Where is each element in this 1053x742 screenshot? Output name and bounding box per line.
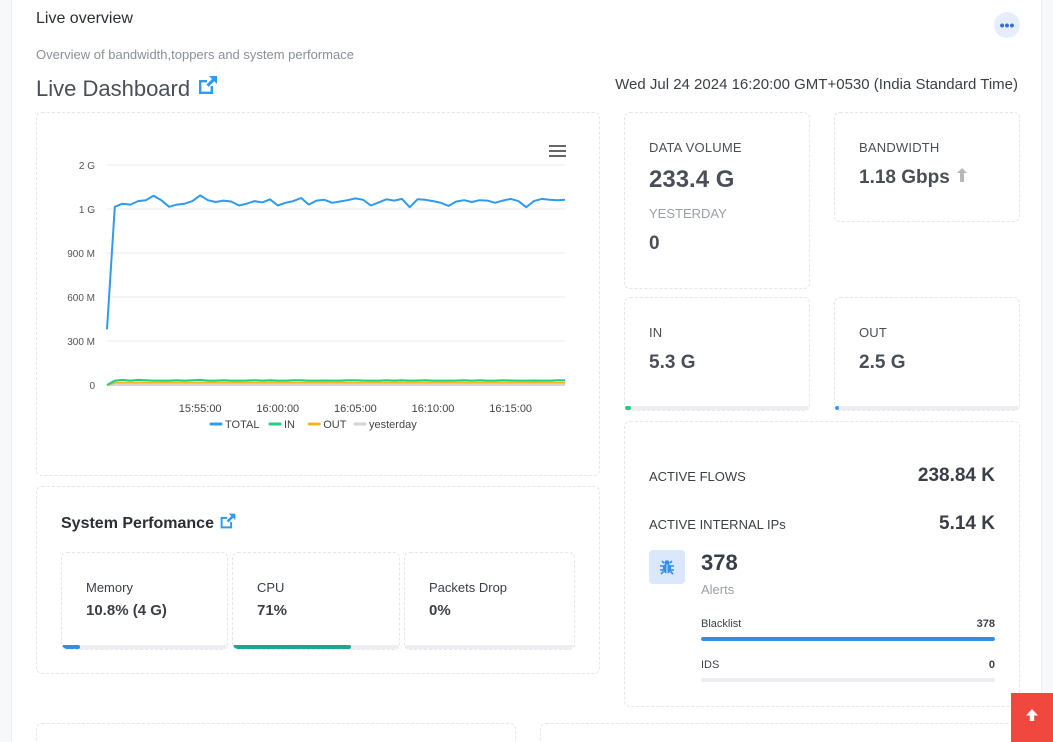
y-tick-label: 900 M <box>67 249 95 260</box>
bandwidth-value-row: 1.18 Gbps <box>859 167 968 189</box>
series-line-out <box>106 381 566 386</box>
memory-card: Memory 10.8% (4 G) <box>61 552 228 650</box>
bandwidth-label: BANDWIDTH <box>859 140 940 155</box>
yesterday-value: 0 <box>649 233 660 254</box>
out-progress-fill <box>835 406 839 410</box>
blacklist-progress-bar <box>701 637 995 641</box>
out-label: OUT <box>859 325 888 340</box>
out-value: 2.5 G <box>859 352 906 373</box>
memory-progress-fill <box>62 645 80 649</box>
ids-value: 0 <box>988 659 995 671</box>
legend-label: OUT <box>323 419 347 431</box>
memory-progress-bar <box>62 645 227 649</box>
in-label: IN <box>649 325 663 340</box>
blacklist-row[interactable]: Blacklist 378 <box>701 618 995 630</box>
ellipsis-icon: ••• <box>999 17 1015 33</box>
alerts-label: Alerts <box>701 582 735 597</box>
y-tick-label: 300 M <box>67 337 95 348</box>
in-progress-fill <box>625 406 632 410</box>
x-tick-label: 16:10:00 <box>412 403 455 415</box>
packets-drop-label: Packets Drop <box>429 580 508 595</box>
x-tick-label: 15:55:00 <box>179 403 222 415</box>
active-flows-label: ACTIVE FLOWS <box>649 469 746 484</box>
cpu-value: 71% <box>257 602 288 619</box>
bandwidth-value: 1.18 Gbps <box>859 167 950 188</box>
internal-ips-value: 5.14 K <box>939 513 995 534</box>
legend-label: IN <box>284 419 295 431</box>
legend-label: TOTAL <box>225 419 259 431</box>
external-link-icon[interactable] <box>196 76 220 102</box>
bottom-left-card <box>36 723 516 742</box>
flows-card: ACTIVE FLOWS 238.84 K ACTIVE INTERNAL IP… <box>624 421 1020 707</box>
series-line-total <box>106 194 566 330</box>
y-tick-label: 600 M <box>67 293 95 304</box>
page-title: Live overview <box>36 10 133 27</box>
alerts-count: 378 <box>701 550 738 575</box>
more-options-button[interactable]: ••• <box>994 12 1020 38</box>
cpu-progress-fill <box>233 645 351 649</box>
scroll-to-top-button[interactable] <box>1011 693 1053 742</box>
series-line-in <box>106 378 566 386</box>
legend-label: yesterday <box>369 419 417 431</box>
packets-drop-card: Packets Drop 0% <box>404 552 575 650</box>
y-tick-label: 1 G <box>79 205 95 216</box>
system-performance-card: System Perfomance Memory 10.8% (4 G) CPU… <box>36 486 600 674</box>
packets-drop-progress-bar <box>405 645 574 649</box>
memory-label: Memory <box>86 580 133 595</box>
yesterday-label: YESTERDAY <box>649 206 727 221</box>
blacklist-progress-fill <box>701 637 995 641</box>
page-subtitle: Overview of bandwidth,toppers and system… <box>36 47 354 62</box>
x-tick-label: 16:05:00 <box>334 403 377 415</box>
data-volume-label: DATA VOLUME <box>649 140 742 155</box>
system-performance-label: System Perfomance <box>61 514 214 532</box>
bug-icon <box>649 550 685 584</box>
current-datetime: Wed Jul 24 2024 16:20:00 GMT+0530 (India… <box>615 76 1018 93</box>
in-value: 5.3 G <box>649 352 696 373</box>
ids-label: IDS <box>701 659 720 671</box>
internal-ips-label: ACTIVE INTERNAL IPs <box>649 517 786 532</box>
active-flows-row: ACTIVE FLOWS 238.84 K <box>649 465 995 487</box>
dashboard-title-label: Live Dashboard <box>36 76 191 101</box>
y-tick-label: 0 <box>89 381 95 392</box>
x-tick-label: 16:00:00 <box>256 403 299 415</box>
ids-progress-bar <box>701 678 995 682</box>
x-tick-label: 16:15:00 <box>489 403 532 415</box>
cpu-progress-bar <box>233 645 399 649</box>
memory-value: 10.8% (4 G) <box>86 602 167 619</box>
traffic-chart-card: 0 300 M 600 M 900 M 1 G 2 G 15:55:00 16:00:00 16… <box>36 112 600 476</box>
y-tick-label: 2 G <box>79 161 95 172</box>
blacklist-label: Blacklist <box>701 618 742 630</box>
internal-ips-row: ACTIVE INTERNAL IPs 5.14 K <box>649 513 995 535</box>
packets-drop-value: 0% <box>429 602 451 619</box>
in-progress-bar <box>625 406 809 410</box>
out-card: OUT 2.5 G <box>834 297 1020 411</box>
bandwidth-card: BANDWIDTH 1.18 Gbps <box>834 112 1020 222</box>
page-container: Live overview Overview of bandwidth,topp… <box>11 0 1042 742</box>
active-flows-value: 238.84 K <box>917 465 995 486</box>
data-volume-value: 233.4 G <box>649 166 735 193</box>
cpu-label: CPU <box>257 580 285 595</box>
cpu-card: CPU 71% <box>232 552 400 650</box>
ids-row[interactable]: IDS 0 <box>701 659 995 671</box>
traffic-chart: 0 300 M 600 M 900 M 1 G 2 G 15:55:00 16:00:00 16… <box>67 161 566 431</box>
hamburger-menu-icon[interactable] <box>549 145 566 159</box>
in-card: IN 5.3 G <box>624 297 810 411</box>
arrow-up-icon <box>1025 708 1039 727</box>
arrow-up-icon <box>956 167 968 189</box>
out-progress-bar <box>835 406 1019 410</box>
bottom-right-card <box>540 723 1020 742</box>
external-link-icon[interactable] <box>218 512 238 535</box>
system-performance-title: System Perfomance <box>61 512 238 535</box>
blacklist-value: 378 <box>976 618 995 630</box>
data-volume-card: DATA VOLUME 233.4 G YESTERDAY 0 <box>624 112 810 289</box>
dashboard-title: Live Dashboard <box>36 76 220 102</box>
